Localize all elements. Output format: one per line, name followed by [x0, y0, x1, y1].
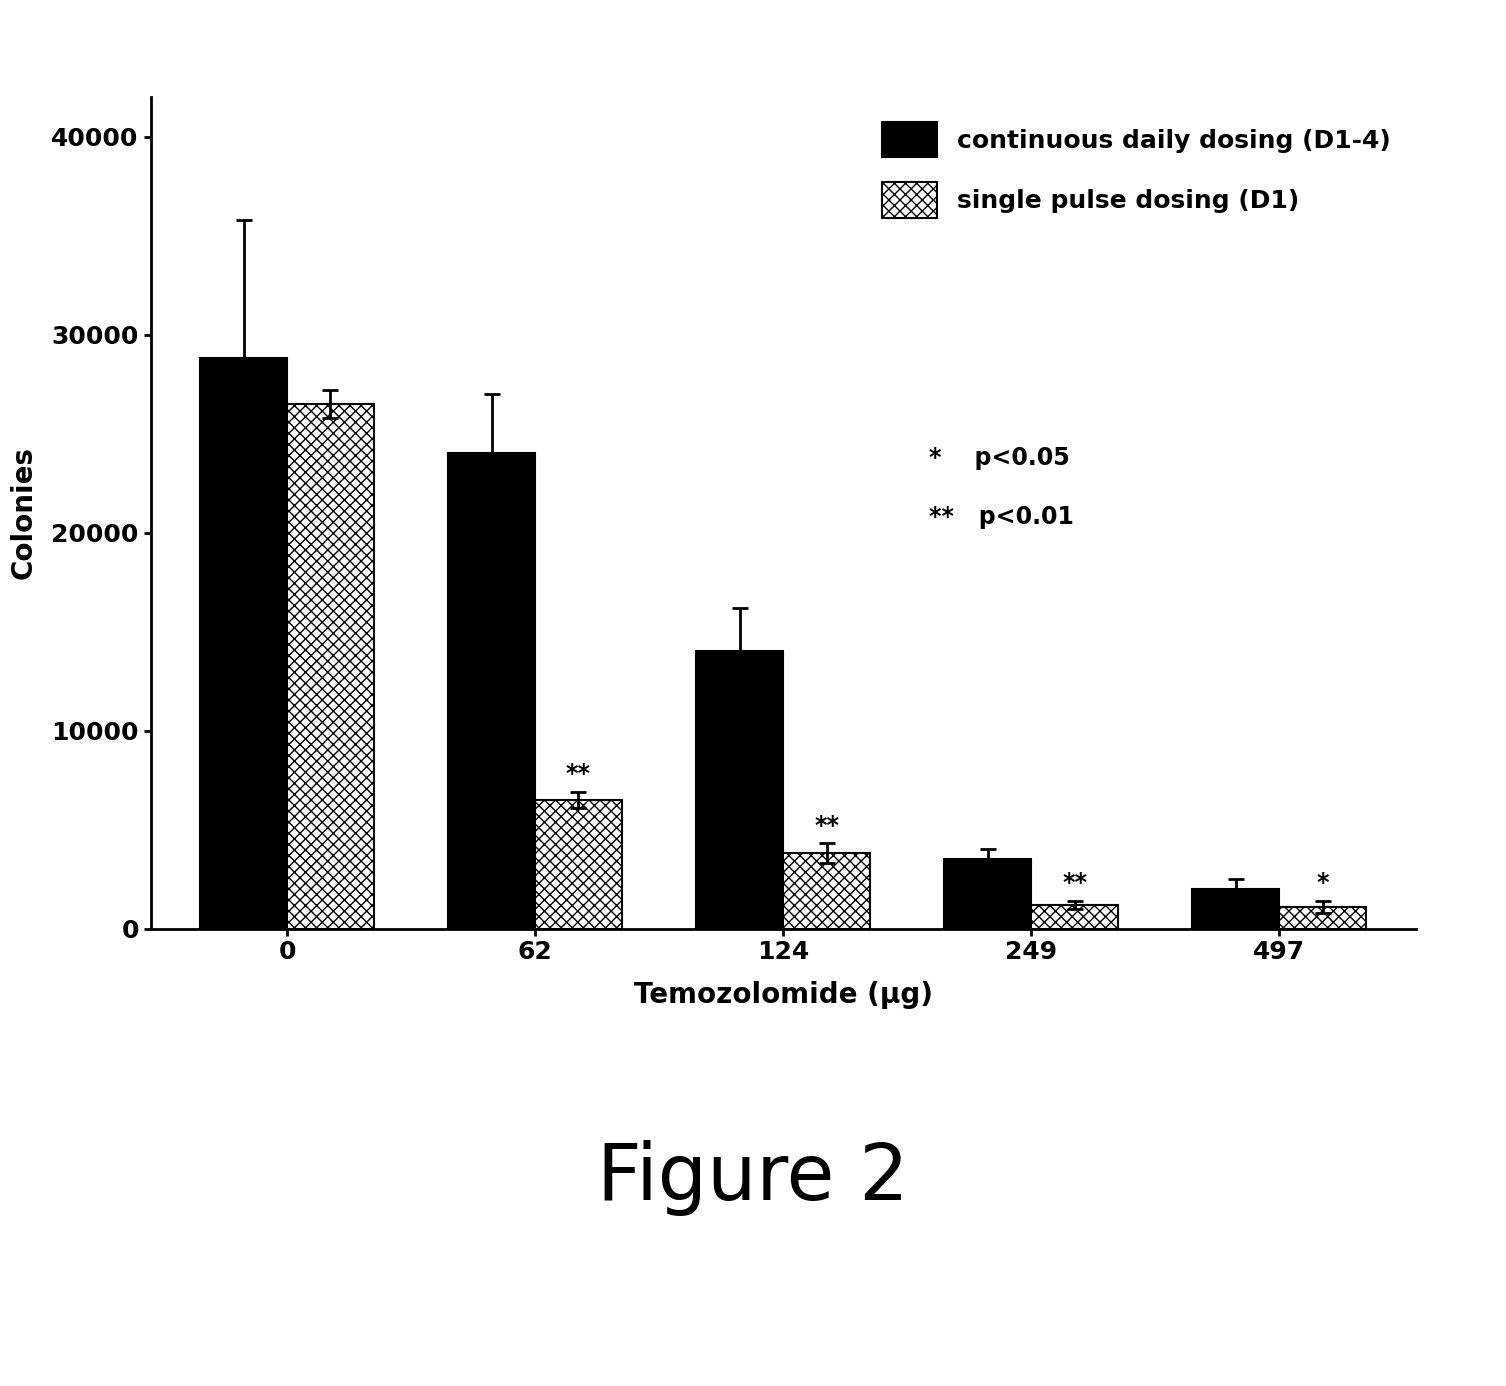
Bar: [535, 800, 622, 929]
Text: *: *: [1316, 870, 1328, 895]
Bar: [288, 403, 373, 929]
Bar: [200, 359, 288, 929]
Legend: continuous daily dosing (D1-4), single pulse dosing (D1): continuous daily dosing (D1-4), single p…: [869, 109, 1404, 230]
Bar: [783, 854, 870, 929]
Text: **   p<0.01: ** p<0.01: [929, 505, 1074, 528]
Text: **: **: [815, 814, 839, 837]
Text: **: **: [1062, 870, 1087, 895]
Y-axis label: Colonies: Colonies: [9, 446, 38, 579]
Bar: [696, 651, 783, 929]
X-axis label: Temozolomide (μg): Temozolomide (μg): [634, 981, 932, 1009]
Bar: [449, 453, 535, 929]
Bar: [1193, 888, 1279, 929]
Bar: [944, 859, 1032, 929]
Text: *    p<0.05: * p<0.05: [929, 446, 1069, 470]
Text: Figure 2: Figure 2: [598, 1141, 908, 1216]
Text: **: **: [566, 762, 590, 786]
Bar: [1032, 905, 1117, 929]
Bar: [1279, 906, 1366, 929]
